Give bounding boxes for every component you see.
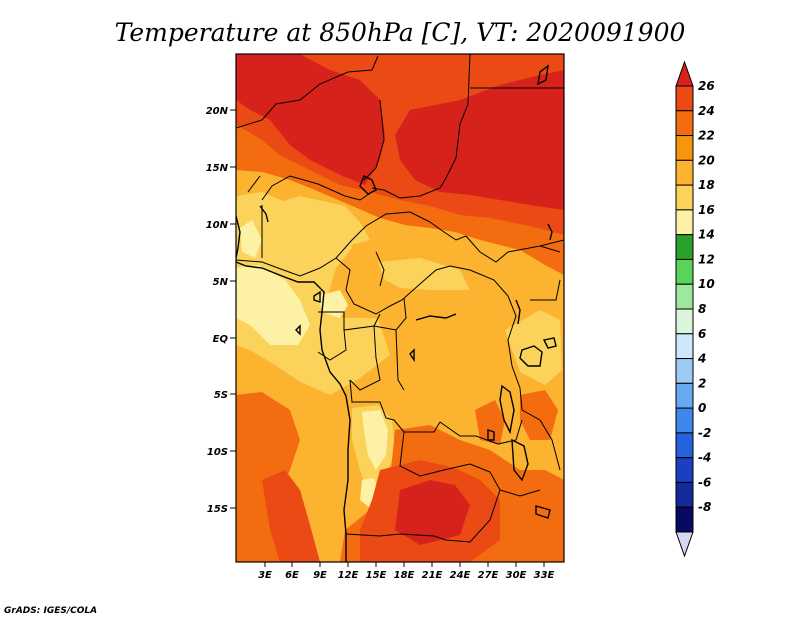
temp-fill-16-18-central <box>378 258 470 290</box>
temp-fill-26-northwest <box>236 54 270 80</box>
colorbar-segment <box>675 184 694 211</box>
colorbar-segment <box>675 110 694 137</box>
map-panel <box>236 54 564 562</box>
country-borders <box>236 54 564 543</box>
lon-label-12e: 12E <box>338 570 359 581</box>
colorbar-segment <box>675 234 694 260</box>
colorbar-label: 2 <box>698 376 706 390</box>
lat-label-10s: 10S <box>207 447 228 458</box>
colorbar-label: -2 <box>698 426 711 440</box>
lon-label-24e: 24E <box>450 570 471 581</box>
colorbar-segment <box>675 358 694 384</box>
lat-label-15n: 15N <box>206 163 229 174</box>
lon-label-30e: 30E <box>506 570 527 581</box>
colorbar-segment <box>675 209 694 236</box>
colorbar-label: 18 <box>698 178 715 192</box>
temp-fill-14-16-west <box>240 220 262 258</box>
colorbar-segment <box>675 308 694 335</box>
lon-label-3e: 3E <box>258 570 272 581</box>
colorbar-segment <box>675 382 694 409</box>
temp-fill-16-18-north <box>270 196 370 248</box>
temp-fill-26-sahara-west <box>236 54 385 185</box>
colorbar-label: 26 <box>698 79 715 93</box>
colorbar-segment <box>675 85 694 112</box>
colorbar-label: 6 <box>698 327 706 341</box>
latitude-axis: 20N 15N 10N 5N EQ 5S 10S 15S <box>206 106 236 515</box>
lat-label-eq: EQ <box>213 334 229 345</box>
lat-label-5n: 5N <box>213 277 229 288</box>
longitude-axis: 3E 6E 9E 12E 15E 18E 21E 24E 27E 30E 33E <box>258 562 555 581</box>
colorbar-label: 16 <box>698 203 715 217</box>
colorbar-segment <box>675 457 694 483</box>
temp-fill-14-16-coast <box>236 265 310 345</box>
coastlines-and-lakes <box>236 64 557 562</box>
temp-fill-26-south <box>395 480 470 545</box>
lon-label-9e: 9E <box>313 570 327 581</box>
colorbar-label: -8 <box>698 500 711 514</box>
colorbar-segment <box>675 283 694 310</box>
colorbar-segment <box>675 432 694 459</box>
colorbar-label: -4 <box>698 451 711 465</box>
lat-label-5s: 5S <box>214 390 228 401</box>
colorbar-segments <box>675 60 694 558</box>
colorbar-label: 20 <box>698 153 715 167</box>
colorbar-segment <box>675 135 694 161</box>
temp-fill-22-24-east <box>475 400 505 445</box>
colorbar-label: -6 <box>698 475 711 489</box>
colorbar-label: 10 <box>698 277 715 291</box>
colorbar-label: 0 <box>698 401 706 415</box>
colorbar-top-triangle <box>675 60 694 87</box>
temp-fill-22-24-lake <box>520 390 558 440</box>
colorbar-label: 14 <box>698 228 715 242</box>
colorbar-label: 12 <box>698 252 715 266</box>
colorbar-label: 4 <box>697 352 706 366</box>
colorbar-segment <box>675 333 694 360</box>
temp-fill-26-sahara-east <box>395 70 564 210</box>
lon-label-6e: 6E <box>285 570 299 581</box>
colorbar-label: 24 <box>698 104 715 118</box>
lat-label-10n: 10N <box>206 220 229 231</box>
colorbar-segment <box>675 481 694 508</box>
colorbar-bottom-triangle <box>675 531 694 558</box>
colorbar-segment <box>675 258 694 285</box>
temp-fill-22-24-ocean <box>236 392 300 562</box>
lon-label-15e: 15E <box>366 570 387 581</box>
temp-fill-14-16-angola <box>362 410 388 470</box>
colorbar-segment <box>675 506 694 533</box>
lon-label-21e: 21E <box>422 570 443 581</box>
colorbar-segment <box>675 407 694 434</box>
lat-label-20n: 20N <box>206 106 229 117</box>
temp-fill-14-16-gabon <box>318 290 348 318</box>
lon-label-18e: 18E <box>394 570 415 581</box>
colorbar-label: 22 <box>698 129 715 143</box>
grads-credit: GrADS: IGES/COLA <box>4 606 97 616</box>
colorbar-segment <box>675 159 694 186</box>
temp-fill-24-26-ocean <box>262 470 320 562</box>
lon-label-33e: 33E <box>534 570 555 581</box>
temp-fill-16-18-southeast <box>505 310 562 385</box>
map-title: Temperature at 850hPa [C], VT: 202009190… <box>115 18 686 47</box>
map-frame <box>235 53 565 563</box>
lon-label-27e: 27E <box>478 570 499 581</box>
lat-label-15s: 15S <box>207 504 228 515</box>
colorbar-label: 8 <box>698 302 706 316</box>
